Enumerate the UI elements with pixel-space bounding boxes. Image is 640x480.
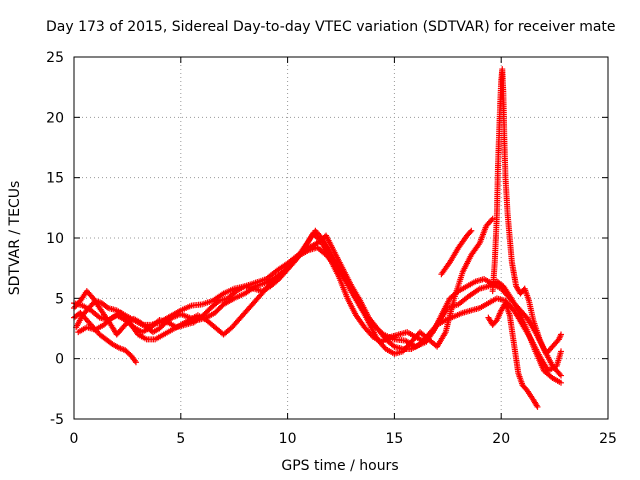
y-tick-label: 25 xyxy=(46,50,64,66)
x-tick-label: 5 xyxy=(176,431,185,447)
x-tick-label: 0 xyxy=(70,431,79,447)
data-point xyxy=(558,331,565,338)
data-point xyxy=(558,379,565,386)
data-point xyxy=(132,359,139,366)
y-tick-label: 15 xyxy=(46,171,64,187)
x-tick-label: 15 xyxy=(385,431,403,447)
x-tick-label: 20 xyxy=(492,431,510,447)
data-point xyxy=(489,215,496,222)
data-point xyxy=(428,330,435,337)
data-point xyxy=(556,371,563,378)
x-axis-label: GPS time / hours xyxy=(281,458,398,474)
y-axis-label: SDTVAR / TECUs xyxy=(7,181,23,296)
data-point xyxy=(534,403,541,410)
data-point xyxy=(558,372,565,379)
x-tick-label: 25 xyxy=(599,431,617,447)
plot-frame xyxy=(73,56,609,420)
data-point xyxy=(317,238,324,245)
data-point xyxy=(467,228,474,235)
x-tick-label: 10 xyxy=(279,431,297,447)
y-tick-label: 10 xyxy=(46,231,64,247)
y-tick-label: 0 xyxy=(55,352,64,368)
data-points xyxy=(71,66,565,410)
grid xyxy=(74,57,608,419)
y-tick-label: -5 xyxy=(50,412,64,428)
y-tick-label: 20 xyxy=(46,110,64,126)
y-tick-label: 5 xyxy=(55,291,64,307)
data-point xyxy=(468,227,475,234)
chart-title: Day 173 of 2015, Sidereal Day-to-day VTE… xyxy=(46,19,616,35)
data-point xyxy=(558,348,565,355)
